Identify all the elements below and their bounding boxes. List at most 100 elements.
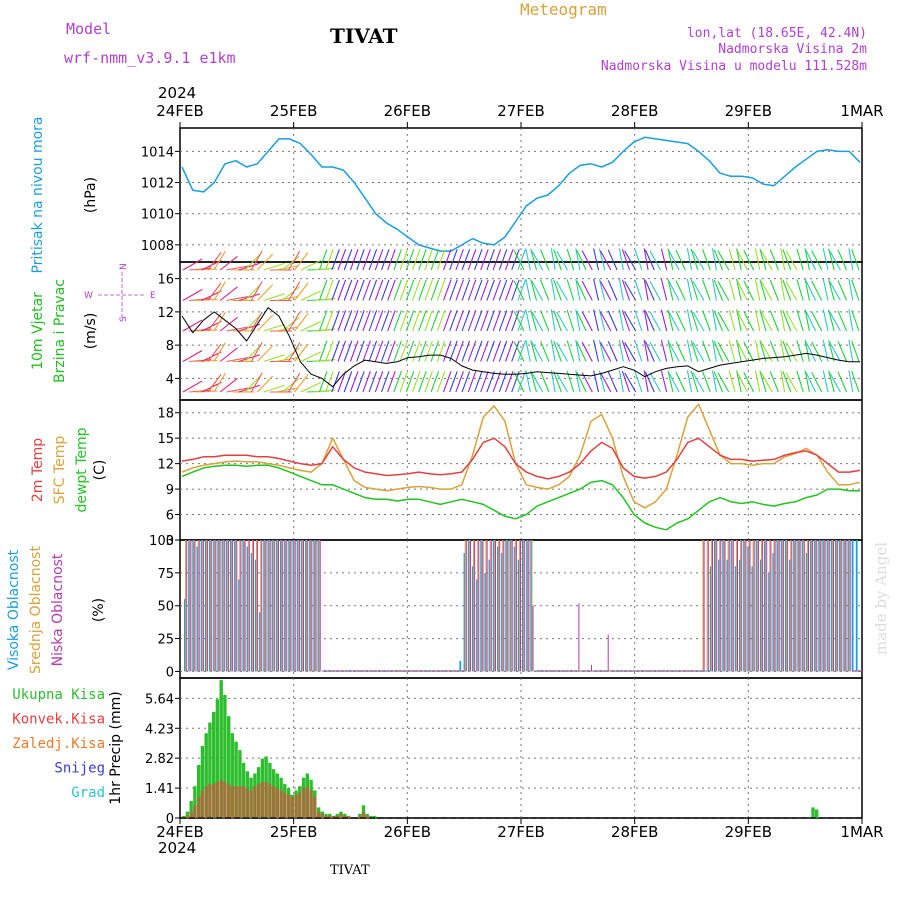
wind-barb: [244, 375, 261, 393]
cloud-bar: [809, 540, 812, 672]
cloud-bar: [828, 540, 830, 672]
cloud-bar: [751, 566, 754, 672]
wind-barb: [702, 371, 711, 393]
x-tick-label-bottom: 25FEB: [270, 823, 317, 841]
wind-barb: [828, 370, 835, 393]
cloud-bar: [269, 540, 271, 672]
wind-barb: [281, 347, 300, 362]
wind-barb: [643, 248, 649, 271]
wind-barb: [607, 371, 618, 393]
conv-precip-bar: [256, 784, 261, 818]
wind-barb: [713, 340, 724, 362]
wind-barb: [531, 372, 544, 393]
wind-barb: [717, 250, 730, 271]
wind-barb: [238, 384, 260, 393]
wind-barb: [621, 310, 631, 332]
wind-barb: [736, 248, 742, 271]
wind-barb: [690, 279, 699, 301]
wind-barb: [618, 278, 624, 301]
wind-barb: [675, 371, 686, 393]
wind-barb: [618, 339, 624, 362]
cloud-bar: [840, 540, 842, 672]
wind-barb: [418, 310, 427, 332]
wind-barb: [318, 279, 328, 301]
wind-barb: [492, 371, 502, 393]
wind-barb: [250, 250, 263, 271]
wind-barb: [702, 340, 711, 362]
conv-precip-bar: [227, 784, 231, 818]
wind-barb: [728, 370, 736, 393]
cloud-bar: [495, 540, 496, 672]
wind-barb: [486, 279, 495, 301]
cloud-bar: [288, 540, 291, 672]
wind-barb: [238, 293, 260, 302]
conv-precip-bar: [268, 784, 272, 818]
cloud-bar: [280, 540, 282, 672]
cloud-bar: [222, 540, 224, 672]
wind-barb: [848, 370, 854, 393]
wind-barb: [754, 309, 761, 332]
wind-barbs: [182, 248, 860, 393]
meteogram-title: Meteogram: [520, 0, 607, 19]
cloud-bar: [759, 559, 762, 672]
cloud-bar: [851, 540, 854, 672]
model-name: wrf-nmm_v3.9.1 e1km: [64, 49, 236, 67]
wind-barb: [736, 372, 748, 393]
total-precip-bar: [223, 695, 227, 818]
cloud-bar: [839, 540, 841, 672]
wind-barb: [374, 249, 384, 271]
wind-barb: [195, 268, 218, 271]
cloud-bar: [303, 540, 304, 672]
wind-barb: [675, 280, 686, 301]
y-tick-label: 18: [157, 407, 174, 422]
wind-barb: [511, 249, 520, 271]
wind-barb: [837, 310, 848, 332]
wind-barb: [492, 340, 502, 362]
cloud-bar: [225, 540, 228, 672]
wind-barb: [455, 249, 464, 271]
total-precip-bar: [185, 811, 190, 818]
wind-barb: [668, 250, 680, 271]
wind-barb: [828, 309, 835, 332]
cloud-bar: [847, 540, 850, 672]
wind-barb: [785, 250, 798, 271]
wind-barb: [621, 279, 631, 301]
wind-barb: [811, 372, 823, 393]
mid-cloud-label: Srednja Oblacnost: [28, 546, 44, 674]
wind-barb: [337, 371, 347, 393]
footer-station: TIVAT: [330, 863, 370, 878]
conv-precip-bar: [316, 811, 321, 818]
wind-barb: [675, 341, 686, 362]
cloud-bar: [497, 546, 499, 672]
cloud-bar: [209, 540, 211, 672]
wind-barb: [782, 249, 792, 271]
cloud-bar: [488, 559, 491, 672]
wind-barb: [455, 279, 464, 301]
cloud-bar: [315, 540, 317, 672]
watermark: made by Angel: [872, 542, 890, 655]
wind-barb: [553, 249, 562, 271]
cloud-bar: [827, 540, 829, 672]
wind-barb: [769, 340, 779, 362]
wind-barb: [760, 281, 773, 301]
wind-barb: [796, 279, 804, 301]
wind-barb: [281, 377, 300, 393]
cloud-bar: [309, 540, 311, 672]
cloud-unit-label: (%): [91, 598, 107, 622]
temp-unit-label: (C): [92, 460, 108, 481]
wind-barb: [598, 340, 606, 362]
wind-barb: [511, 310, 520, 332]
cloud-bar: [782, 540, 784, 672]
cloud-bar: [276, 540, 278, 672]
wind-barb: [281, 255, 300, 271]
wind-barb: [796, 248, 804, 271]
conv-precip-bar: [346, 815, 351, 818]
wind-barb: [467, 340, 477, 362]
conv-precip-bar: [249, 790, 253, 818]
cloud-bar: [762, 540, 764, 672]
wind-barb: [711, 248, 717, 271]
wind-barb: [525, 248, 531, 271]
x-tick-label-top: 27FEB: [497, 102, 544, 120]
wind-barb: [513, 311, 525, 332]
cloud-bar: [490, 540, 492, 672]
